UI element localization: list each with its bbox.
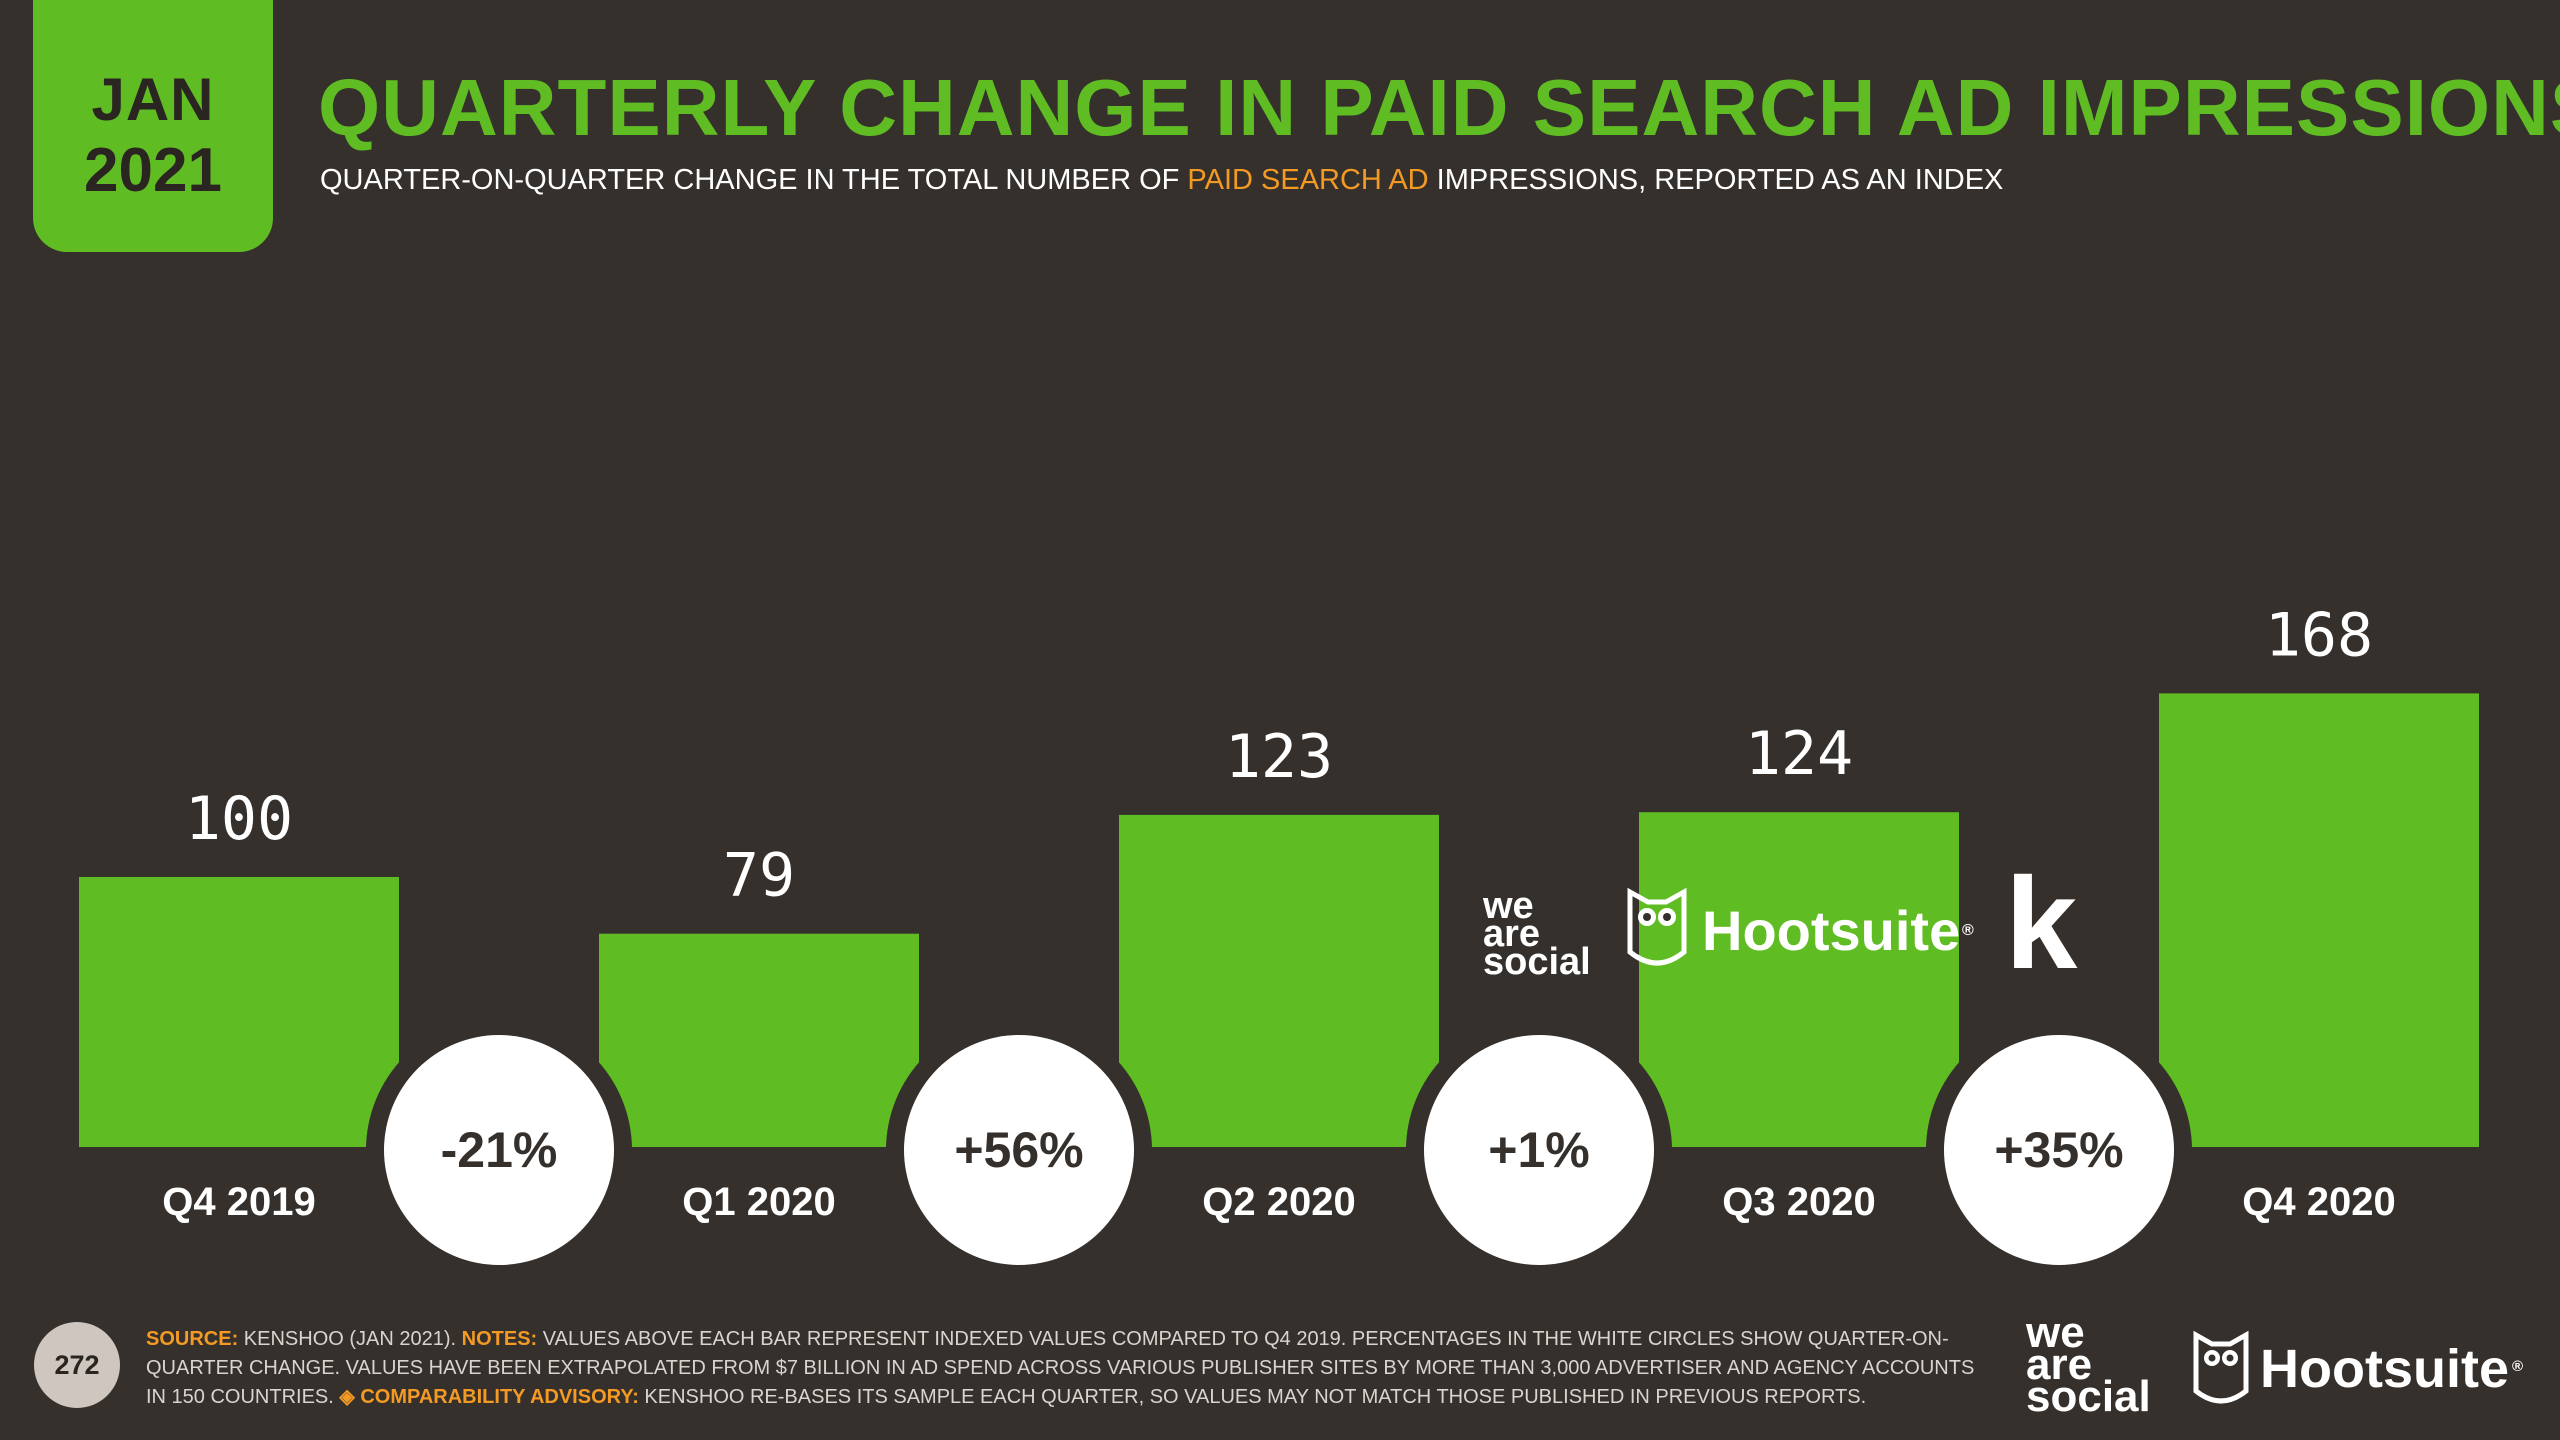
- change-label: +1%: [1488, 1122, 1589, 1178]
- footer-hootsuite-wordmark: Hootsuite: [2260, 1339, 2509, 1399]
- bars-group: 100 Q4 2019 79 Q1 2020 123 Q2 2020 124 Q3 2020 1…: [79, 600, 2479, 1283]
- footer-notes: SOURCE: KENSHOO (JAN 2021). NOTES: VALUE…: [146, 1325, 1986, 1412]
- notes-text: VALUES ABOVE EACH BAR REPRESENT INDEXED …: [146, 1328, 1975, 1408]
- category-label: Q2 2020: [1202, 1180, 1355, 1224]
- advisory-text: KENSHOO RE-BASES ITS SAMPLE EACH QUARTER…: [638, 1386, 1867, 1408]
- change-circle: [1424, 1035, 1654, 1265]
- bar-value-label: 100: [185, 784, 293, 854]
- page-title: QUARTERLY CHANGE IN PAID SEARCH AD IMPRE…: [318, 63, 2560, 152]
- page-number: 272: [34, 1322, 120, 1408]
- was-line-2: are: [1483, 913, 1540, 955]
- change-label: -21%: [441, 1122, 558, 1178]
- bar: [1119, 814, 1439, 1147]
- change-circle: [1944, 1035, 2174, 1265]
- was-line-3: social: [1483, 941, 1591, 983]
- hootsuite-wordmark: Hootsuite: [1702, 899, 1960, 962]
- change-label: +56%: [954, 1122, 1083, 1178]
- inline-logos: we are social Hootsuite ® k: [1482, 850, 2078, 996]
- subtitle-highlight: PAID SEARCH AD: [1187, 164, 1429, 196]
- subtitle-pre: QUARTER-ON-QUARTER CHANGE IN THE TOTAL N…: [320, 164, 1188, 196]
- registered-mark: ®: [1962, 922, 1974, 939]
- category-label: Q1 2020: [682, 1180, 835, 1224]
- bar: [599, 933, 919, 1147]
- owl-icon: [1627, 887, 1687, 966]
- we-are-social-logo: we are social: [1482, 885, 1591, 983]
- date-month: JAN: [91, 66, 215, 133]
- bar: [79, 877, 399, 1147]
- bar-value-label: 123: [1225, 722, 1333, 792]
- footer-was-line-2: are: [2026, 1340, 2092, 1389]
- footer-registered-mark: ®: [2512, 1358, 2523, 1375]
- notes-label: NOTES:: [461, 1328, 538, 1350]
- category-label: Q3 2020: [1722, 1180, 1875, 1224]
- bar-value-label: 79: [723, 841, 795, 911]
- kenshoo-logo: k: [2005, 850, 2078, 996]
- change-circle: [384, 1035, 614, 1265]
- bar: [2159, 693, 2479, 1147]
- bar: [1639, 812, 1959, 1147]
- bar-chart: 100 Q4 2019 79 Q1 2020 123 Q2 2020 124 Q3 2020 1…: [79, 600, 2479, 1283]
- footer-was-line-1: we: [2025, 1308, 2085, 1357]
- change-circle: [904, 1035, 1134, 1265]
- footer-we-are-social-logo: we are social: [2025, 1308, 2151, 1421]
- bar-value-label: 168: [2265, 600, 2373, 670]
- subtitle-post: IMPRESSIONS, REPORTED AS AN INDEX: [1428, 164, 2004, 196]
- was-line-1: we: [1482, 885, 1534, 927]
- hootsuite-logo: Hootsuite ®: [1627, 887, 1974, 966]
- footer-was-line-3: social: [2026, 1372, 2151, 1421]
- source-label: SOURCE:: [146, 1328, 239, 1350]
- date-badge: JAN 2021: [33, 0, 273, 252]
- page-subtitle: QUARTER-ON-QUARTER CHANGE IN THE TOTAL N…: [320, 164, 2003, 197]
- category-label: Q4 2019: [162, 1180, 315, 1224]
- source-text: KENSHOO (JAN 2021).: [238, 1328, 462, 1350]
- date-year: 2021: [84, 136, 222, 205]
- advisory-label: ◈ COMPARABILITY ADVISORY:: [339, 1386, 639, 1408]
- change-label: +35%: [1994, 1122, 2123, 1178]
- bar-value-label: 124: [1745, 719, 1853, 789]
- footer-owl-icon: [2193, 1330, 2249, 1404]
- category-label: Q4 2020: [2242, 1180, 2395, 1224]
- footer-logos: we are social Hootsuite ®: [2025, 1308, 2523, 1421]
